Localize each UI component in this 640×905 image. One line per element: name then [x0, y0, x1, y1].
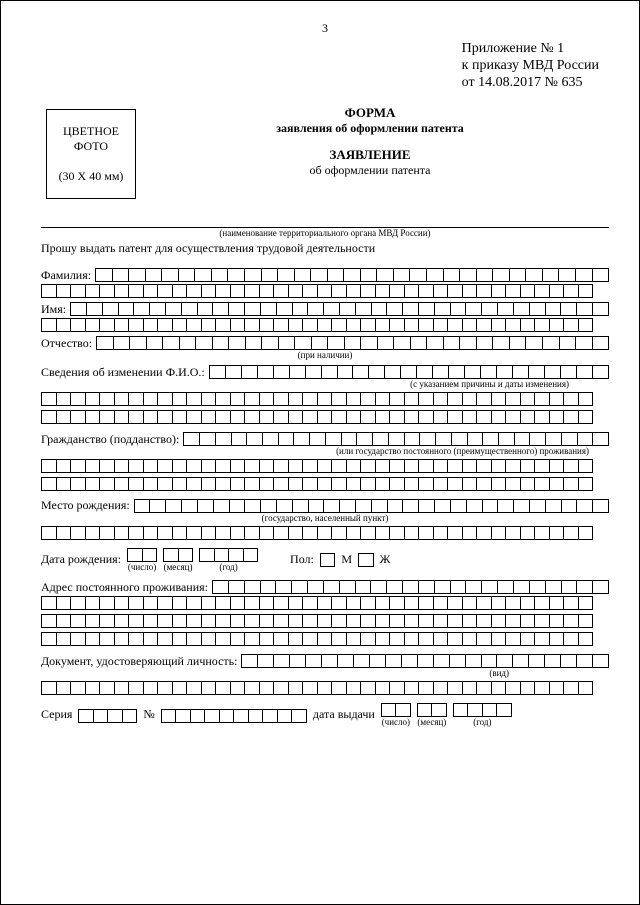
label-series: Серия — [41, 707, 72, 721]
address-cells-3[interactable] — [41, 614, 593, 628]
label-issue-date: дата выдачи — [313, 707, 375, 721]
label-number: № — [143, 707, 154, 721]
address-cells-1[interactable] — [212, 580, 609, 594]
sex-m-box[interactable] — [320, 553, 336, 567]
request-text: Прошу выдать патент для осуществления тр… — [41, 241, 375, 255]
label-m: М — [341, 552, 352, 566]
label-patronymic: Отчество: — [41, 336, 92, 350]
title-block: ФОРМА заявления об оформлении патента ЗА… — [131, 105, 609, 177]
label-fio-change: Сведения об изменении Ф.И.О.: — [41, 365, 205, 379]
issue-day[interactable] — [381, 703, 411, 717]
photo-box: ЦВЕТНОЕ ФОТО (30 X 40 мм) — [46, 109, 136, 199]
appendix-line1: Приложение № 1 — [462, 41, 599, 58]
dob-day[interactable] — [127, 548, 157, 562]
hint-vid: (вид) — [41, 668, 609, 679]
sex-f-box[interactable] — [358, 553, 374, 567]
fio-cells-2[interactable] — [41, 392, 593, 406]
label-doc: Документ, удостоверяющий личность: — [41, 654, 237, 668]
citizenship-cells-1[interactable] — [183, 432, 609, 446]
form-page: 3 Приложение № 1 к приказу МВД России от… — [0, 0, 640, 905]
surname-cells-1[interactable] — [95, 268, 609, 282]
fio-cells-1[interactable] — [209, 365, 609, 379]
appendix-line3: от 14.08.2017 № 635 — [462, 75, 599, 92]
surname-cells-2[interactable] — [41, 284, 593, 298]
label-citizenship: Гражданство (подданство): — [41, 432, 179, 446]
subtitle-form: заявления об оформлении патента — [131, 121, 609, 135]
sub-issue-year: (год) — [453, 717, 512, 728]
dob-year[interactable] — [199, 548, 258, 562]
hint-or-state: (или государство постоянного (преимущест… — [41, 446, 609, 457]
issue-year[interactable] — [453, 703, 512, 717]
issue-month[interactable] — [417, 703, 447, 717]
label-birthplace: Место рождения: — [41, 498, 130, 512]
label-surname: Фамилия: — [41, 268, 91, 282]
hint-if-present: (при наличии) — [41, 350, 609, 361]
hint-state-city: (государство, населенный пункт) — [41, 513, 609, 524]
appendix-block: Приложение № 1 к приказу МВД России от 1… — [462, 41, 599, 91]
appendix-line2: к приказу МВД России — [462, 58, 599, 75]
series-cells[interactable] — [78, 709, 137, 723]
label-address: Адрес постоянного проживания: — [41, 580, 208, 594]
sub-month: (месяц) — [163, 562, 193, 573]
title-form: ФОРМА — [131, 105, 609, 121]
form-body: (наименование территориального органа МВ… — [41, 227, 609, 728]
sub-issue-day: (число) — [381, 717, 411, 728]
label-f: Ж — [380, 552, 391, 566]
sub-issue-month: (месяц) — [417, 717, 447, 728]
address-cells-2[interactable] — [41, 596, 593, 610]
photo-label2: ФОТО — [49, 139, 133, 153]
citizenship-cells-2[interactable] — [41, 459, 593, 473]
birthplace-cells-2[interactable] — [41, 526, 593, 540]
address-cells-4[interactable] — [41, 632, 593, 646]
page-number: 3 — [41, 21, 609, 35]
label-name: Имя: — [41, 302, 66, 316]
name-cells-1[interactable] — [70, 302, 609, 316]
photo-label1: ЦВЕТНОЕ — [49, 124, 133, 138]
birthplace-cells-1[interactable] — [134, 499, 609, 513]
photo-size: (30 X 40 мм) — [49, 169, 133, 183]
citizenship-cells-3[interactable] — [41, 477, 593, 491]
fio-cells-3[interactable] — [41, 410, 593, 424]
dob-month[interactable] — [163, 548, 193, 562]
doc-cells-2[interactable] — [41, 681, 593, 695]
name-cells-2[interactable] — [41, 318, 593, 332]
doc-cells-1[interactable] — [241, 654, 609, 668]
label-sex: Пол: — [290, 552, 314, 566]
subtitle-application: об оформлении патента — [131, 163, 609, 177]
sub-year: (год) — [199, 562, 258, 573]
number-cells[interactable] — [161, 709, 307, 723]
hint-mvd: (наименование территориального органа МВ… — [41, 228, 609, 239]
hint-reason: (с указанием причины и даты изменения) — [41, 379, 609, 390]
patronymic-cells-1[interactable] — [96, 336, 609, 350]
sub-day: (число) — [127, 562, 157, 573]
label-dob: Дата рождения: — [41, 552, 121, 566]
title-application: ЗАЯВЛЕНИЕ — [131, 147, 609, 163]
